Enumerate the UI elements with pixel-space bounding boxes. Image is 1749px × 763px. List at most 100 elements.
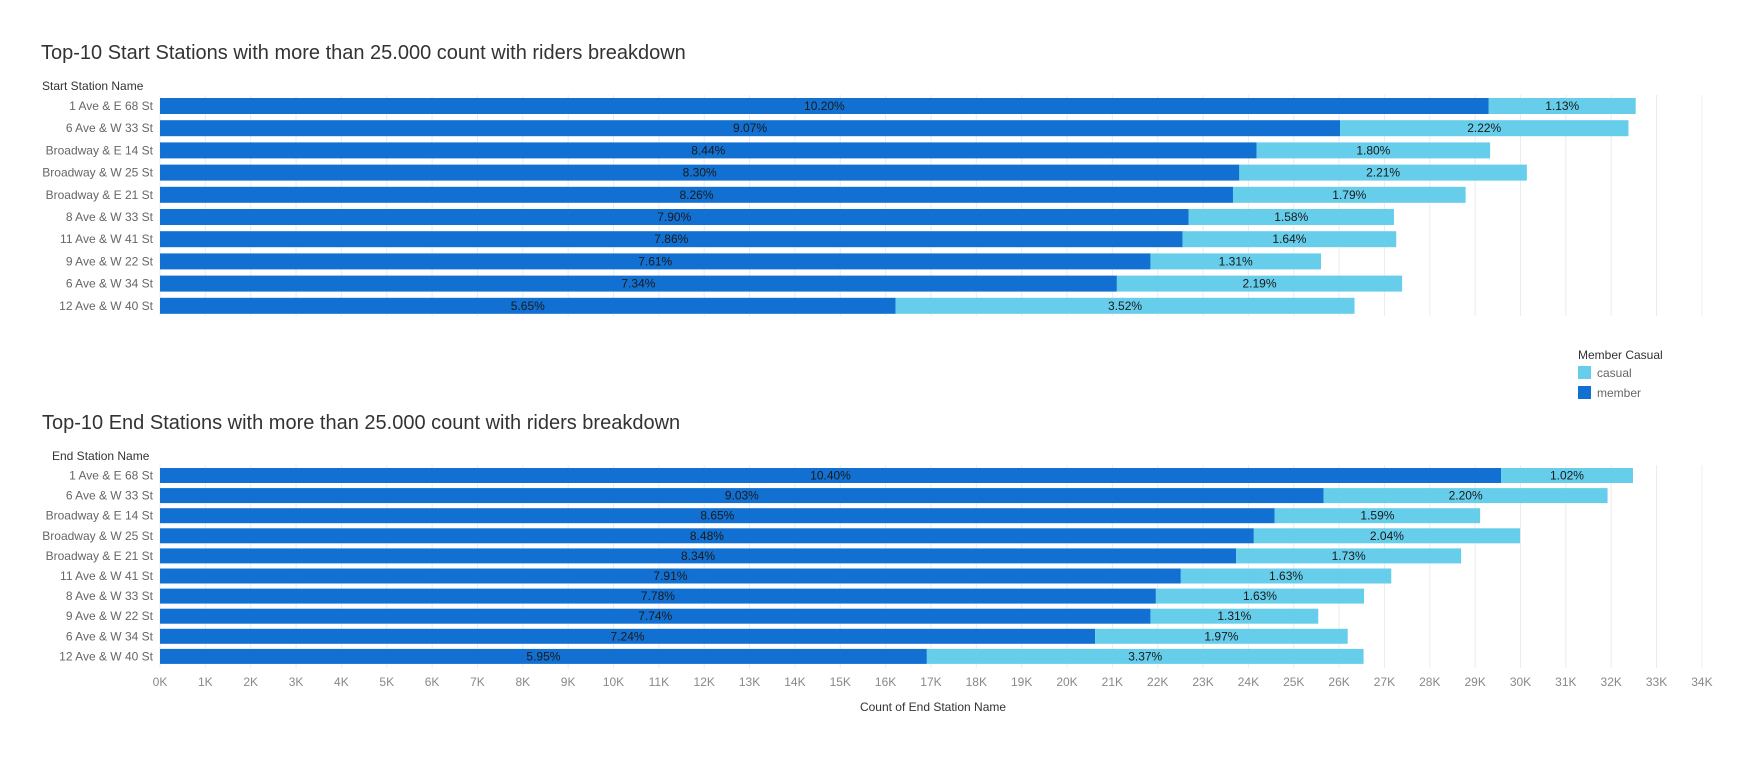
end-bar-casual[interactable] [1500, 468, 1633, 483]
start-bar-casual[interactable] [1188, 209, 1394, 225]
x-tick-label: 32K [1601, 675, 1622, 689]
start-bar-member[interactable] [160, 98, 1489, 114]
x-axis-title: Count of End Station Name [860, 700, 1006, 714]
start-bar-casual[interactable] [1232, 186, 1466, 203]
start-bar-member[interactable] [160, 209, 1189, 225]
start-label-member: 8.44% [691, 143, 725, 157]
end-bar-member[interactable] [160, 488, 1324, 504]
start-bar-casual[interactable] [1182, 231, 1397, 248]
x-tick-label: 11K [649, 675, 669, 689]
start-bar-member[interactable] [160, 186, 1233, 203]
legend-swatch-member[interactable] [1578, 386, 1591, 399]
end-bar-casual[interactable] [1253, 528, 1521, 544]
x-tick-label: 8K [515, 675, 530, 689]
legend-title: Member Casual [1578, 348, 1663, 362]
x-tick-label: 31K [1555, 675, 1576, 689]
x-tick-label: 34K [1691, 675, 1712, 689]
end-label-casual: 1.59% [1360, 509, 1394, 523]
start-bar-casual[interactable] [1150, 253, 1321, 270]
end-bar-member[interactable] [160, 548, 1237, 564]
x-tick-label: 9K [561, 675, 576, 689]
end-label-member: 8.65% [700, 509, 734, 523]
start-bar-member[interactable] [160, 275, 1117, 292]
x-tick-label: 13K [739, 675, 760, 689]
start-label-casual: 1.31% [1219, 254, 1253, 268]
end-bar-casual[interactable] [1274, 508, 1481, 524]
start-bar-casual[interactable] [895, 297, 1355, 314]
start-bar-member[interactable] [160, 297, 896, 314]
x-tick-label: 7K [470, 675, 485, 689]
x-tick-label: 30K [1510, 675, 1531, 689]
start-station-label: 6 Ave & W 33 St [66, 121, 154, 135]
end-station-label: 8 Ave & W 33 St [66, 589, 154, 603]
start-bar-casual[interactable] [1488, 98, 1636, 114]
x-tick-label: 6K [425, 675, 440, 689]
end-bar-casual[interactable] [1236, 548, 1462, 564]
legend-swatch-casual[interactable] [1578, 366, 1591, 379]
x-tick-label: 3K [289, 675, 304, 689]
x-tick-label: 12K [694, 675, 715, 689]
start-label-member: 5.65% [511, 299, 545, 313]
start-bar-member[interactable] [160, 164, 1240, 181]
end-bar-casual[interactable] [1180, 568, 1392, 584]
end-bar-casual[interactable] [1323, 488, 1608, 504]
x-tick-label: 18K [966, 675, 987, 689]
start-bar-member[interactable] [160, 253, 1151, 270]
end-station-label: 12 Ave & W 40 St [59, 649, 153, 663]
x-tick-label: 33K [1646, 675, 1667, 689]
legend-label-casual[interactable]: casual [1597, 366, 1632, 380]
end-label-member: 5.95% [526, 649, 560, 663]
start-chart-bars: 1 Ave & E 68 St 10.20% 1.13% 6 Ave & W 33 S… [42, 98, 1636, 314]
x-tick-label: 16K [875, 675, 896, 689]
end-bar-member[interactable] [160, 588, 1156, 604]
x-tick-label: 0K [153, 675, 168, 689]
x-tick-label: 26K [1328, 675, 1349, 689]
start-label-member: 8.30% [683, 166, 717, 180]
start-bar-casual[interactable] [1340, 120, 1629, 137]
start-station-label: Broadway & W 25 St [42, 166, 153, 180]
end-bar-member[interactable] [160, 628, 1096, 644]
end-bar-member[interactable] [160, 528, 1254, 544]
end-label-casual: 2.20% [1449, 489, 1483, 503]
legend-label-member[interactable]: member [1597, 386, 1641, 400]
end-label-member: 7.91% [653, 569, 687, 583]
start-bar-casual[interactable] [1116, 275, 1403, 292]
end-label-member: 8.48% [690, 529, 724, 543]
x-tick-label: 20K [1056, 675, 1077, 689]
start-bar-member[interactable] [160, 142, 1257, 159]
start-label-member: 7.34% [621, 277, 655, 291]
end-bar-member[interactable] [160, 608, 1151, 624]
end-label-casual: 1.73% [1332, 549, 1366, 563]
start-label-member: 7.61% [638, 254, 672, 268]
x-tick-label: 15K [830, 675, 851, 689]
end-station-label: 11 Ave & W 41 St [60, 569, 154, 583]
end-bar-member[interactable] [160, 568, 1181, 584]
end-label-member: 7.24% [611, 629, 645, 643]
end-bar-casual[interactable] [1155, 588, 1365, 604]
start-bar-casual[interactable] [1239, 164, 1527, 181]
start-label-member: 7.86% [654, 232, 688, 246]
start-station-label: Broadway & E 14 St [46, 143, 154, 157]
x-tick-label: 4K [334, 675, 349, 689]
end-bar-member[interactable] [160, 508, 1275, 524]
end-bar-casual[interactable] [1095, 628, 1348, 644]
start-label-casual: 1.64% [1272, 232, 1306, 246]
end-label-casual: 2.04% [1370, 529, 1404, 543]
end-bar-casual[interactable] [926, 648, 1364, 664]
end-station-label: 1 Ave & E 68 St [69, 469, 154, 483]
x-tick-label: 21K [1102, 675, 1123, 689]
end-bar-member[interactable] [160, 648, 927, 664]
end-station-label: Broadway & E 14 St [46, 509, 154, 523]
start-station-axis-header: Start Station Name [42, 79, 144, 93]
start-station-label: 8 Ave & W 33 St [66, 210, 154, 224]
x-tick-label: 23K [1192, 675, 1213, 689]
end-label-member: 7.74% [638, 609, 672, 623]
start-bar-member[interactable] [160, 120, 1341, 137]
end-bar-casual[interactable] [1150, 608, 1319, 624]
start-bar-member[interactable] [160, 231, 1183, 248]
end-bar-member[interactable] [160, 468, 1501, 483]
start-bar-casual[interactable] [1256, 142, 1491, 159]
end-label-casual: 1.63% [1243, 589, 1277, 603]
start-label-casual: 3.52% [1108, 299, 1142, 313]
end-label-casual: 1.31% [1217, 609, 1251, 623]
